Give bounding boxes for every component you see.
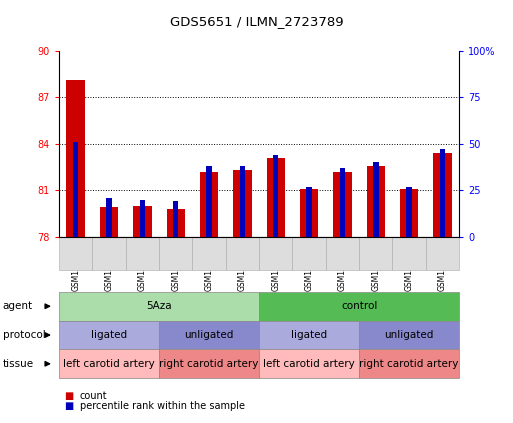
- Bar: [259, 237, 292, 270]
- Text: unligated: unligated: [384, 330, 434, 340]
- Bar: [173, 201, 179, 237]
- Bar: [326, 237, 359, 270]
- Bar: [67, 80, 85, 237]
- Text: tissue: tissue: [3, 359, 34, 369]
- Bar: [106, 198, 112, 237]
- Bar: [59, 237, 92, 270]
- Bar: [359, 237, 392, 270]
- Bar: [126, 237, 159, 270]
- Bar: [400, 189, 418, 237]
- Bar: [226, 237, 259, 270]
- Text: ligated: ligated: [291, 330, 327, 340]
- Bar: [206, 166, 212, 237]
- Text: ligated: ligated: [91, 330, 127, 340]
- Bar: [73, 142, 78, 237]
- Bar: [392, 237, 426, 270]
- Bar: [200, 172, 218, 237]
- Bar: [240, 166, 245, 237]
- Bar: [167, 209, 185, 237]
- Bar: [133, 206, 151, 237]
- Text: count: count: [80, 391, 107, 401]
- Bar: [92, 237, 126, 270]
- Text: percentile rank within the sample: percentile rank within the sample: [80, 401, 245, 411]
- Text: unligated: unligated: [184, 330, 234, 340]
- Bar: [306, 187, 312, 237]
- Bar: [340, 168, 345, 237]
- Bar: [433, 153, 451, 237]
- Text: 5Aza: 5Aza: [146, 301, 172, 311]
- Bar: [233, 170, 251, 237]
- Text: control: control: [341, 301, 377, 311]
- Bar: [267, 158, 285, 237]
- Text: left carotid artery: left carotid artery: [63, 359, 155, 369]
- Text: protocol: protocol: [3, 330, 45, 340]
- Bar: [440, 149, 445, 237]
- Text: ■: ■: [64, 401, 73, 411]
- Bar: [300, 189, 318, 237]
- Text: right carotid artery: right carotid artery: [160, 359, 259, 369]
- Text: right carotid artery: right carotid artery: [360, 359, 459, 369]
- Text: agent: agent: [3, 301, 33, 311]
- Text: ■: ■: [64, 391, 73, 401]
- Bar: [406, 187, 412, 237]
- Bar: [292, 237, 326, 270]
- Bar: [333, 172, 351, 237]
- Bar: [367, 165, 385, 237]
- Bar: [140, 200, 145, 237]
- Text: GDS5651 / ILMN_2723789: GDS5651 / ILMN_2723789: [170, 15, 343, 28]
- Bar: [426, 237, 459, 270]
- Bar: [100, 207, 118, 237]
- Bar: [273, 156, 279, 237]
- Bar: [373, 162, 379, 237]
- Bar: [192, 237, 226, 270]
- Bar: [159, 237, 192, 270]
- Text: left carotid artery: left carotid artery: [263, 359, 355, 369]
